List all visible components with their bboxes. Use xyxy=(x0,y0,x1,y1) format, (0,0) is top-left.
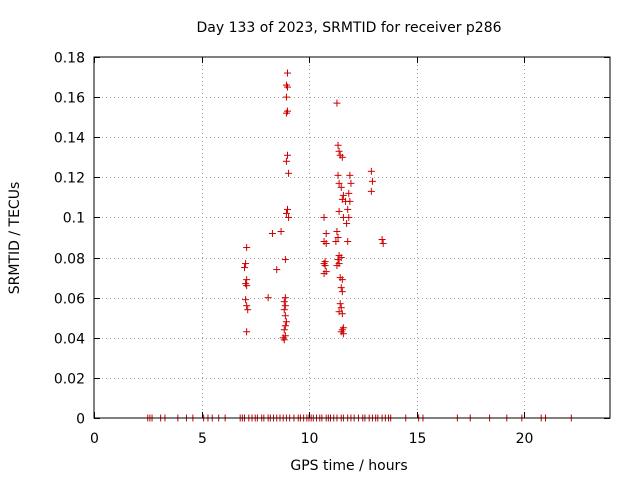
data-point xyxy=(284,83,291,91)
data-point xyxy=(284,205,291,213)
data-point xyxy=(339,330,347,338)
data-point xyxy=(282,209,290,217)
data-point xyxy=(367,167,375,175)
data-point xyxy=(338,153,346,161)
data-point xyxy=(333,262,341,270)
data-point xyxy=(282,109,290,117)
data-point xyxy=(280,306,288,314)
data-point xyxy=(243,328,251,336)
data-point xyxy=(277,227,285,235)
data-point xyxy=(337,284,345,292)
data-point xyxy=(337,304,345,312)
data-point xyxy=(333,227,341,235)
chart-title: Day 133 of 2023, SRMTID for receiver p28… xyxy=(196,20,501,36)
data-point xyxy=(281,322,289,330)
data-point xyxy=(322,240,330,248)
y-tick-label: 0.04 xyxy=(54,332,85,348)
y-tick-label: 0.08 xyxy=(54,252,85,268)
data-point xyxy=(367,187,375,195)
data-point xyxy=(322,229,330,237)
data-point xyxy=(284,69,291,77)
data-point xyxy=(338,276,346,284)
y-tick-label: 0.1 xyxy=(63,211,85,227)
y-tick-label: 0.14 xyxy=(54,131,85,147)
data-point xyxy=(243,282,251,290)
data-point xyxy=(281,256,289,264)
data-point xyxy=(333,99,341,107)
y-tick-label: 0.12 xyxy=(54,171,85,187)
data-point xyxy=(243,244,251,252)
data-point xyxy=(280,298,288,306)
data-point xyxy=(284,151,291,159)
data-point xyxy=(334,234,342,241)
data-point xyxy=(242,260,250,268)
data-point xyxy=(378,236,386,244)
data-point xyxy=(281,312,289,320)
data-point xyxy=(346,197,354,205)
data-point xyxy=(332,238,340,246)
data-point xyxy=(243,302,251,310)
y-tick-label: 0.16 xyxy=(54,91,85,107)
data-point xyxy=(344,205,352,213)
data-points xyxy=(144,69,575,422)
data-point xyxy=(285,169,293,177)
x-tick-label: 0 xyxy=(90,431,99,447)
data-point xyxy=(281,302,289,310)
x-axis-label: GPS time / hours xyxy=(290,458,407,474)
data-point xyxy=(343,219,351,227)
data-point xyxy=(334,141,342,149)
y-axis-label: SRMTID / TECUs xyxy=(7,182,23,295)
axis-ticks: 0 0.02 0.04 0.06 0.08 0.1 0.12 0.14 0.16 0.18 0 5 10… xyxy=(54,51,610,447)
data-point xyxy=(335,147,343,155)
data-point xyxy=(320,213,328,221)
data-point xyxy=(281,294,289,302)
x-tick-label: 10 xyxy=(301,431,319,447)
data-point xyxy=(244,306,252,314)
data-point xyxy=(285,213,293,221)
data-point xyxy=(264,294,272,302)
data-point xyxy=(345,189,353,197)
data-point xyxy=(345,213,353,221)
data-point xyxy=(339,191,347,199)
data-point xyxy=(337,183,345,191)
data-point xyxy=(268,229,276,237)
data-point xyxy=(335,179,343,187)
data-point xyxy=(344,238,352,246)
y-tick-label: 0.06 xyxy=(54,292,85,308)
data-point xyxy=(346,171,354,179)
data-point xyxy=(379,240,387,248)
x-tick-label: 5 xyxy=(198,431,207,447)
data-point xyxy=(347,179,355,187)
data-point xyxy=(243,276,251,284)
data-point xyxy=(242,296,250,304)
y-tick-label: 0 xyxy=(76,412,85,428)
y-tick-label: 0.18 xyxy=(54,51,85,67)
y-tick-label: 0.02 xyxy=(54,372,85,388)
data-point xyxy=(338,326,346,334)
data-point xyxy=(368,177,376,185)
grid-lines xyxy=(94,57,610,418)
x-tick-label: 20 xyxy=(516,431,534,447)
data-point xyxy=(336,300,344,308)
data-point xyxy=(334,171,342,179)
data-point xyxy=(320,270,328,278)
data-point xyxy=(280,336,288,344)
data-point xyxy=(338,288,346,296)
data-point xyxy=(280,326,288,334)
data-point xyxy=(338,310,346,318)
data-point xyxy=(282,318,290,326)
data-point xyxy=(321,262,329,270)
data-point xyxy=(241,264,248,272)
data-point xyxy=(334,256,342,264)
plot-frame xyxy=(93,56,611,419)
x-tick-label: 15 xyxy=(409,431,427,447)
data-point xyxy=(282,93,290,101)
data-point xyxy=(282,157,290,165)
data-point xyxy=(273,266,281,274)
data-point xyxy=(335,207,343,215)
